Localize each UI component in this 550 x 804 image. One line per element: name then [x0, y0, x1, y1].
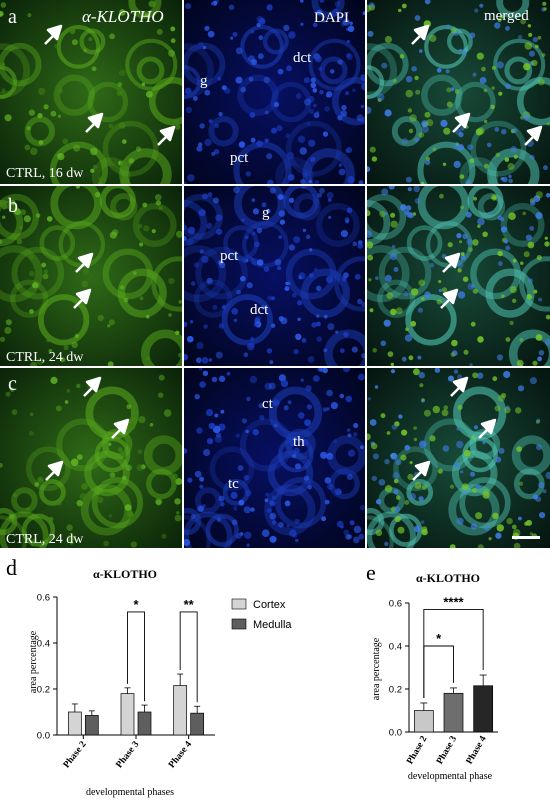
chart-e-significance-bracket: [423, 609, 484, 698]
tissue-label-pct: pct: [230, 150, 249, 166]
tissue-label-dct: dct: [293, 50, 312, 66]
arrow-icon: [83, 376, 102, 397]
panel-b-texts: b CTRL, 24 dw g pct dct: [6, 195, 270, 365]
chart-e-significance-label: *: [436, 631, 442, 646]
arrow-icon: [412, 460, 431, 481]
chart-d-ytick-label: 0.2: [37, 685, 50, 696]
chart-e-significance-label: ****: [443, 594, 464, 609]
arrow-icon: [524, 125, 543, 146]
tissue-label-g-b: g: [262, 205, 270, 221]
chart-d-ytick-label: 0.0: [37, 731, 50, 742]
chart-e-bar: [443, 692, 464, 733]
scale-bar: [512, 536, 540, 539]
chart-d-bar-medulla: [190, 712, 205, 736]
arrow-icon: [411, 24, 430, 45]
chart-d-xlabel: developmental phases: [86, 787, 174, 798]
panel-a-texts: a α-KLOTHO DAPI merged CTRL, 16 dw dct g…: [6, 6, 529, 181]
column-title-klotho: α-KLOTHO: [82, 7, 164, 26]
chart-e-title: α-KLOTHO: [416, 571, 480, 585]
tissue-label-th: th: [293, 434, 305, 450]
chart-e-significance-bracket: [423, 645, 454, 698]
arrow-icon: [111, 418, 130, 439]
chart-d-bar-cortex: [67, 711, 82, 736]
chart-e-ytick-label: 0.6: [389, 599, 402, 610]
chart-e-xtick-label: Phase 3: [435, 734, 459, 766]
chart-d-significance-label: **: [184, 597, 195, 612]
legend-label-medulla: Medulla: [253, 619, 292, 631]
chart-d-xtick-label: Phase 4: [167, 739, 194, 770]
chart-d: d α-KLOTHO area percentage developmental…: [6, 555, 292, 798]
arrow-icon: [73, 288, 92, 309]
arrow-icon: [45, 460, 64, 481]
legend-swatch-cortex: [231, 598, 247, 610]
chart-d-bar-medulla: [137, 711, 152, 736]
micrograph-blue-row1: [184, 0, 365, 184]
column-title-dapi: DAPI: [314, 10, 349, 26]
chart-e-ytick-label: 0.2: [389, 685, 402, 696]
micrograph-green-row1: [0, 0, 182, 184]
chart-e-ylabel: area percentage: [371, 637, 382, 700]
row-caption-a: CTRL, 16 dw: [6, 166, 84, 181]
panel-letter-b: b: [8, 195, 18, 217]
chart-e-xlabel: developmental phase: [408, 771, 493, 782]
legend-swatch-medulla: [231, 618, 247, 630]
chart-e-ytick-label: 0.0: [389, 728, 402, 739]
chart-d-legend: Cortex Medulla: [231, 598, 292, 631]
chart-d-bar-cortex: [120, 693, 135, 736]
micrograph-green-row3: [0, 368, 182, 548]
micrograph-blue-row3: [184, 368, 365, 548]
panel-letter-c: c: [8, 373, 17, 395]
chart-d-significance-label: *: [133, 597, 139, 612]
tissue-label-tc: tc: [228, 476, 239, 492]
chart-d-significance-bracket: [127, 611, 145, 702]
arrow-icon: [440, 288, 459, 309]
legend-label-cortex: Cortex: [253, 599, 286, 611]
micrograph-blue-row2: [184, 186, 365, 366]
chart-d-ylabel: area percentage: [28, 630, 39, 693]
arrow-icon: [75, 252, 94, 273]
chart-e-bar: [413, 710, 434, 733]
tissue-label-dct-b: dct: [250, 302, 269, 318]
tissue-label-ct: ct: [262, 396, 274, 412]
chart-d-xtick-label: Phase 3: [114, 739, 141, 770]
chart-e: e α-KLOTHO area percentage developmental…: [366, 560, 498, 782]
arrow-icon: [85, 112, 104, 133]
micrograph-green-row2: [0, 186, 182, 366]
tissue-label-pct-b: pct: [220, 248, 239, 264]
chart-e-bar: [473, 685, 494, 733]
row-caption-b: CTRL, 24 dw: [6, 350, 84, 365]
tissue-label-g: g: [200, 73, 208, 89]
chart-d-title: α-KLOTHO: [93, 567, 157, 581]
chart-d-xtick-label: Phase 2: [62, 739, 89, 770]
arrow-icon: [452, 112, 471, 133]
chart-d-bar-cortex: [173, 685, 188, 736]
arrow-icon: [44, 24, 63, 45]
arrow-icon: [157, 125, 176, 146]
panel-letter-d: d: [6, 555, 17, 580]
panel-letter-a: a: [8, 6, 17, 28]
chart-e-ytick-label: 0.4: [389, 642, 402, 653]
micrograph-merged-row1: [367, 0, 550, 184]
arrow-icon: [442, 252, 461, 273]
chart-e-xtick-label: Phase 2: [405, 734, 429, 766]
panel-c-texts: c CTRL, 24 dw ct th tc: [6, 373, 305, 547]
arrow-icon: [450, 376, 469, 397]
row-caption-c: CTRL, 24 dw: [6, 532, 84, 547]
column-title-merged: merged: [484, 8, 529, 24]
chart-d-ytick-label: 0.4: [37, 639, 50, 650]
micrograph-merged-row2: [367, 186, 550, 366]
chart-d-ytick-label: 0.6: [37, 593, 50, 604]
chart-e-xtick-label: Phase 4: [465, 734, 489, 766]
chart-d-bar-medulla: [84, 715, 99, 736]
panel-letter-e: e: [366, 560, 376, 585]
arrow-icon: [478, 418, 497, 439]
chart-d-significance-bracket: [179, 611, 198, 703]
microscopy-panel-grid: [0, 0, 550, 548]
